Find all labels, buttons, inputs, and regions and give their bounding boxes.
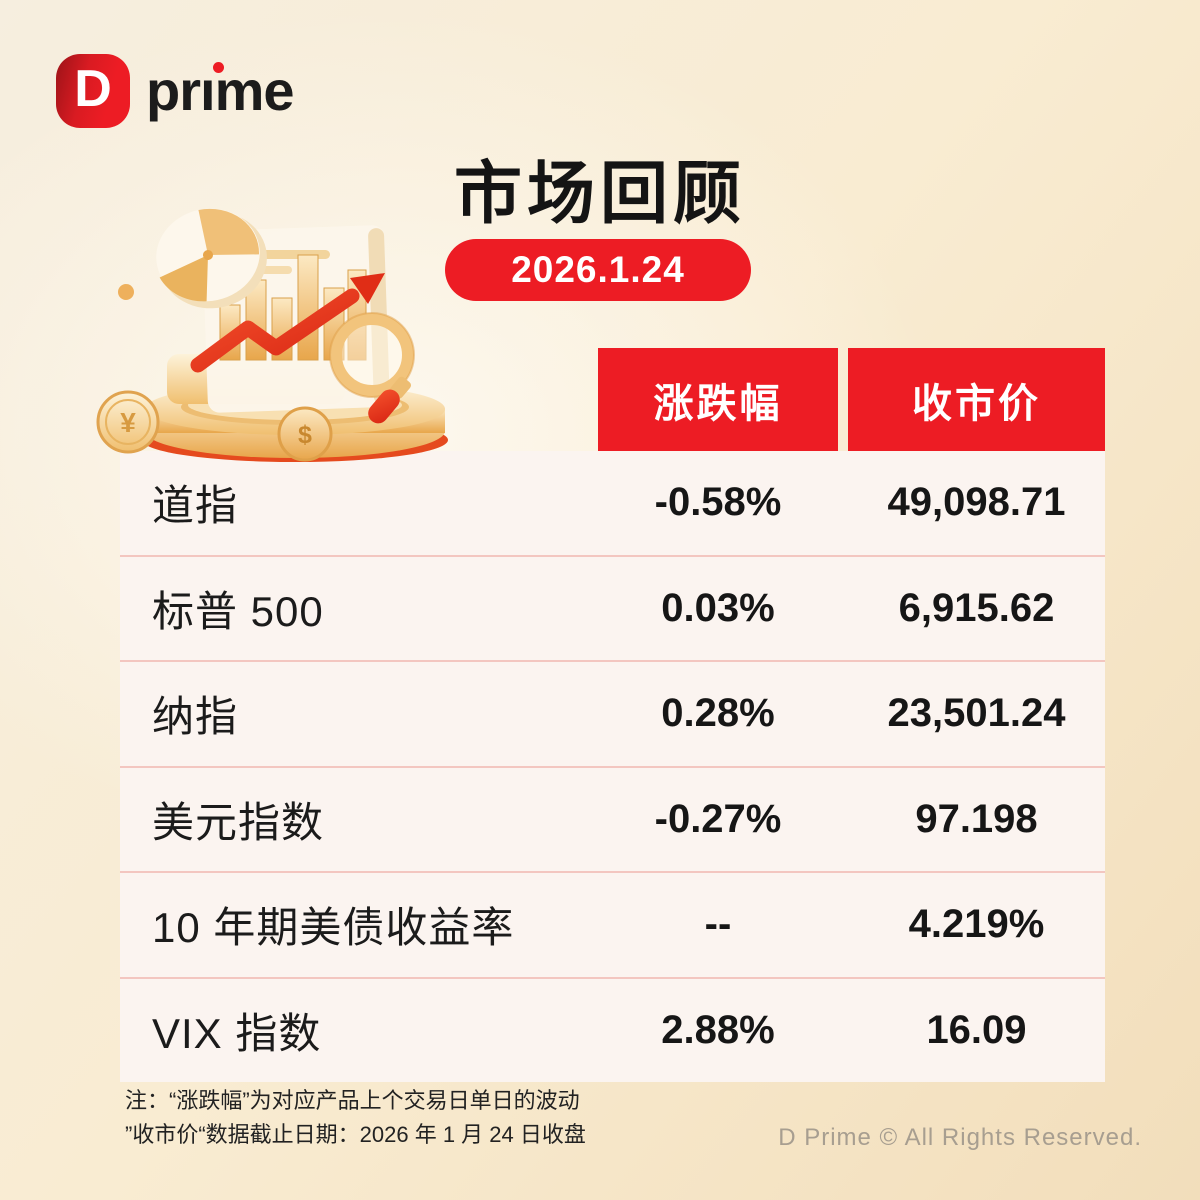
footnote-line1: 注：“涨跌幅”为对应产品上个交易日单日的波动 [125,1088,580,1113]
table-row-vix: VIX 指数 2.88% 16.09 [120,976,1105,1083]
brand-logo-wordmark: prıme [146,62,294,119]
market-table: 道指 -0.58% 49,098.71 标普 500 0.03% 6,915.6… [120,451,1105,1082]
row-label: 10 年期美债收益率 [152,904,515,952]
row-close: 6,915.62 [898,585,1055,630]
date-text: 2026.1.24 [511,249,685,290]
date-badge: 2026.1.24 [445,239,751,301]
page-title: 市场回顾 [453,156,746,232]
chart-pedestal-illustration-icon: ¥ $ [96,208,448,462]
row-change: -0.27% [654,796,782,841]
row-close: 49,098.71 [887,480,1066,525]
brand-word-post: me [214,59,295,122]
row-label: 纳指 [152,693,239,741]
row-change: 0.03% [661,585,775,630]
brand-logo-letter: D [74,60,112,118]
svg-text:¥: ¥ [120,407,136,438]
logo-i-dot [213,62,224,73]
table-row-nasdaq: 纳指 0.28% 23,501.24 [120,660,1105,766]
row-label: 标普 500 [152,587,324,635]
brand-word-i: ı [200,59,216,122]
column-header-close: 收市价 [848,348,1105,451]
column-header-change: 涨跌幅 [598,348,838,451]
table-row-ust10y: 10 年期美债收益率 -- 4.219% [120,871,1105,977]
row-label: 道指 [152,482,239,530]
row-change: -- [704,902,732,947]
row-close: 16.09 [926,1007,1027,1052]
footnote-line2: ”收市价“数据截止日期：2026 年 1 月 24 日收盘 [125,1122,586,1147]
brand-logo-icon: D [56,54,130,128]
table-row-sp500: 标普 500 0.03% 6,915.62 [120,554,1105,661]
market-illustration: ¥ $ [80,200,470,465]
brand-logo: D prıme [56,54,294,128]
row-change: 0.28% [661,691,775,736]
row-close: 4.219% [908,902,1045,947]
row-close: 97.198 [915,796,1038,841]
table-row-dow: 道指 -0.58% 49,098.71 [120,451,1105,555]
row-change: -0.58% [654,480,782,525]
footnotes: 注：“涨跌幅”为对应产品上个交易日单日的波动 ”收市价“数据截止日期：2026 … [125,1084,586,1152]
brand-word-pre: pr [146,59,201,122]
svg-text:$: $ [298,421,312,449]
table-row-dxy: 美元指数 -0.27% 97.198 [120,765,1105,872]
row-label: 美元指数 [152,798,325,846]
row-change: 2.88% [661,1007,775,1052]
row-close: 23,501.24 [887,691,1066,736]
row-label: VIX 指数 [152,1009,322,1057]
copyright: D Prime © All Rights Reserved. [778,1124,1142,1151]
